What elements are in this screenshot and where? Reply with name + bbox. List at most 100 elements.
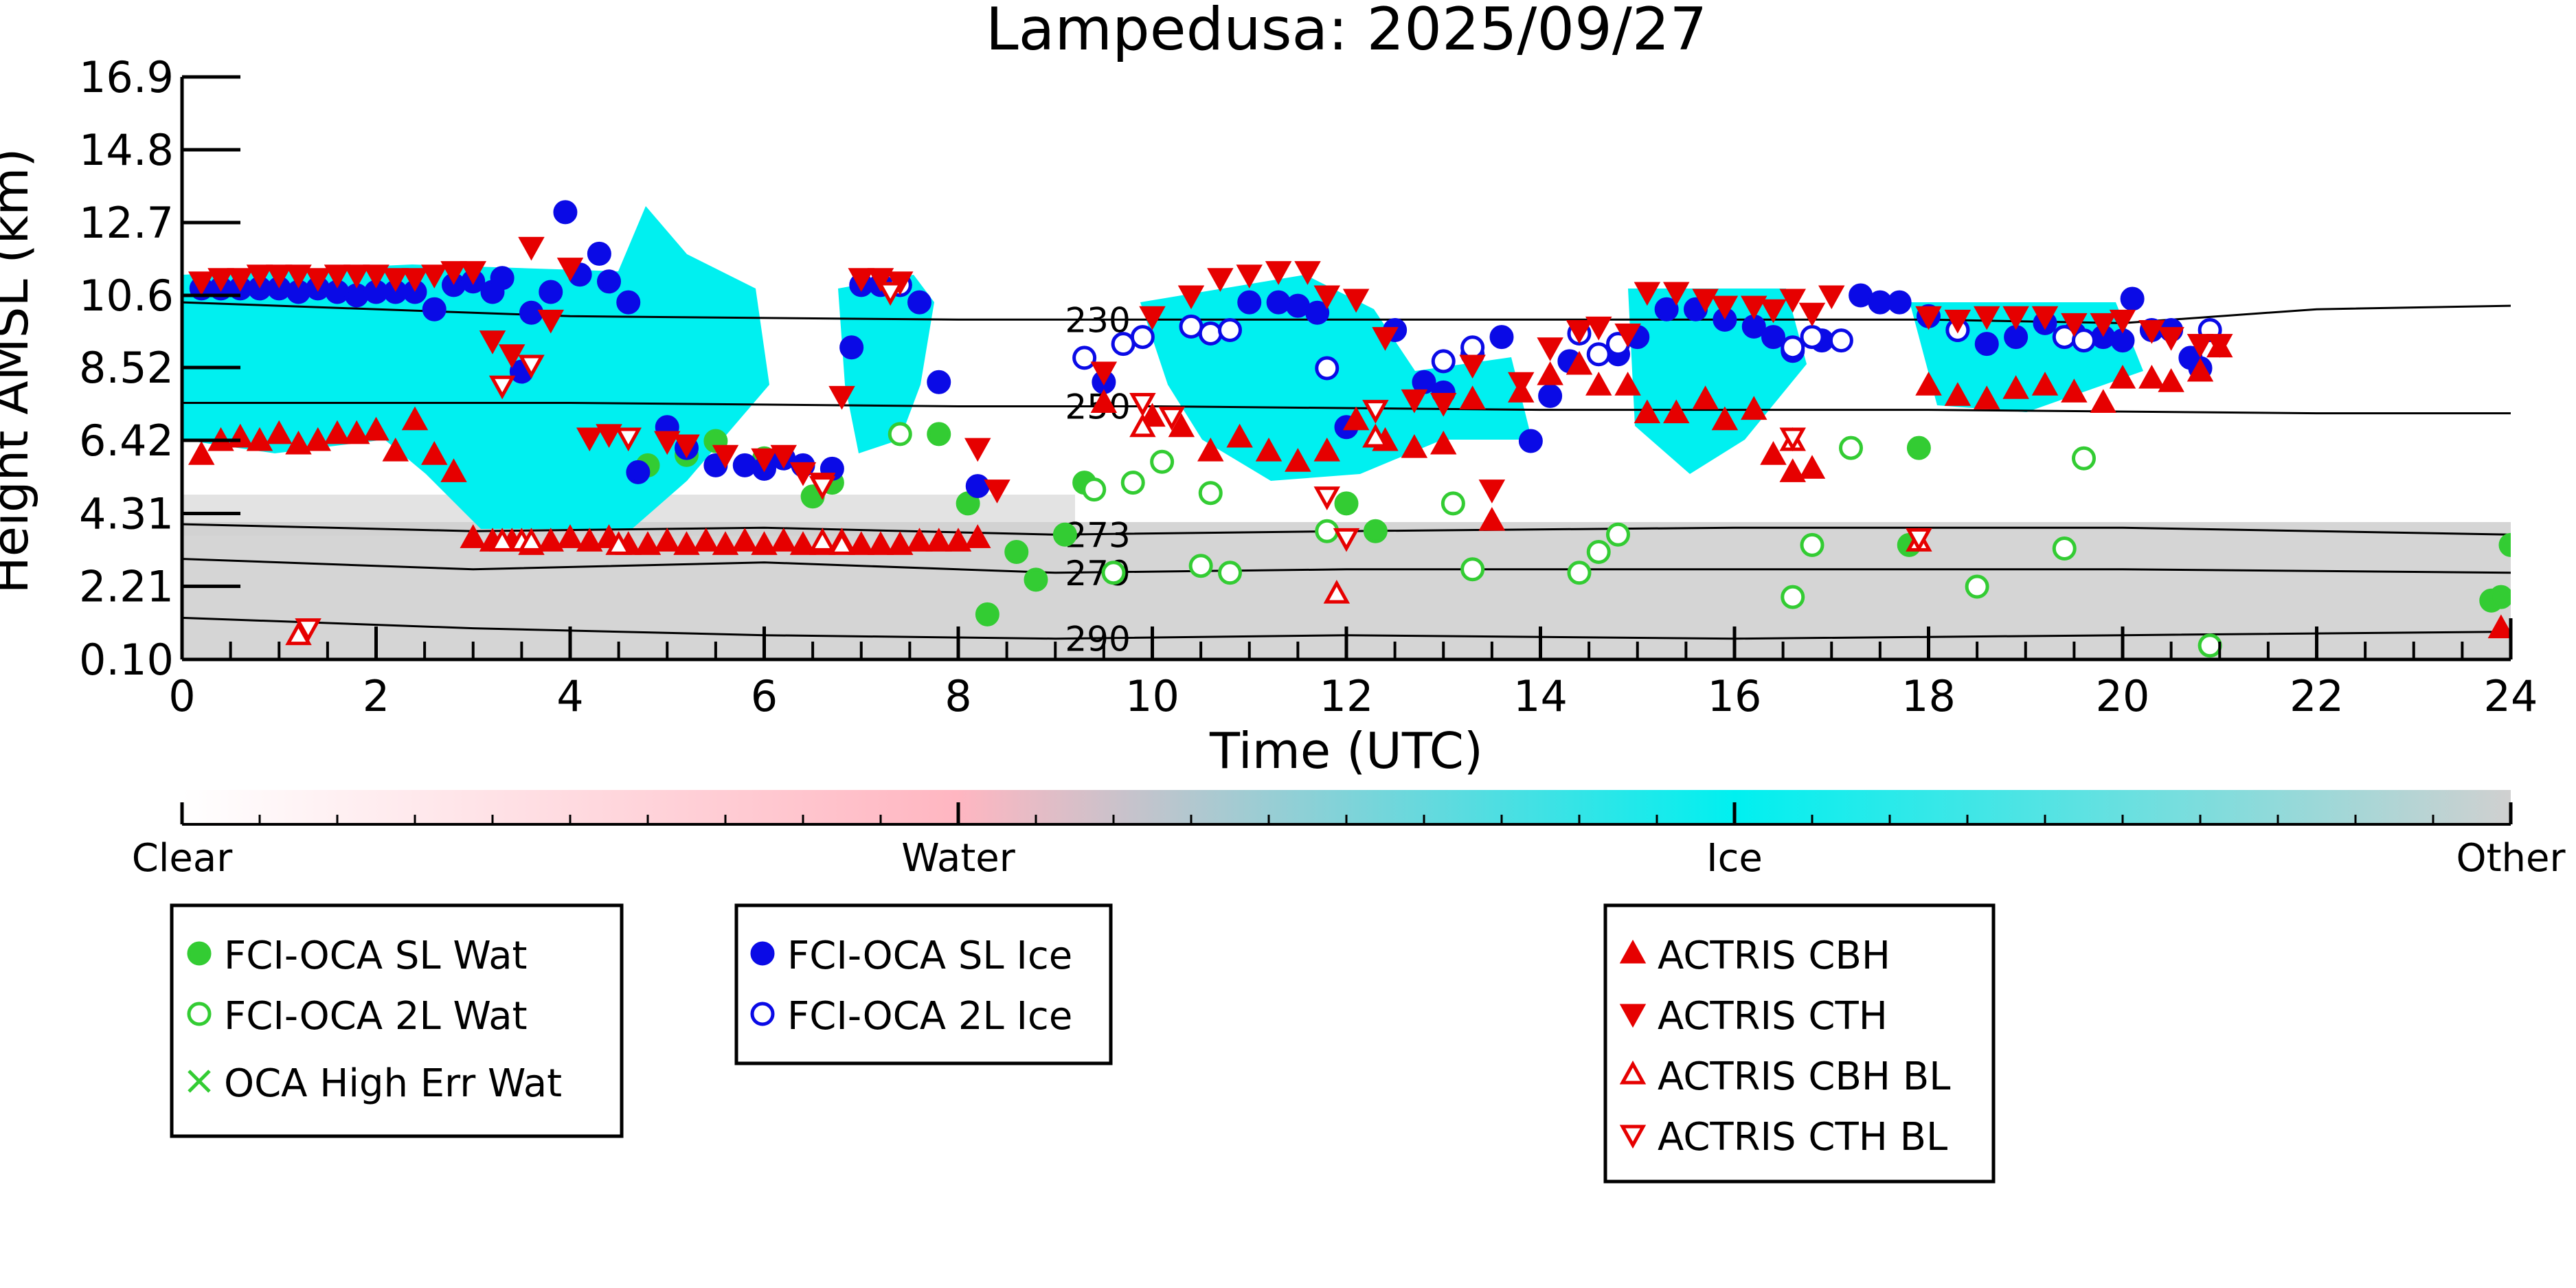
actris-cth-point [2158,327,2184,351]
fci-oca-sl-ice-point [1974,332,1999,357]
actris-cth-bl-point [1129,392,1156,417]
fci-oca-sl-ice-point [2120,286,2145,311]
actris-cth-point [2206,334,2233,358]
legend-water-box [170,903,624,1138]
legend-label-actris-cth-bl: ACTRIS CTH BL [1658,1115,1947,1160]
actris-cth-point [770,444,797,469]
fci-oca-sl-ice-point [927,370,951,394]
actris-cbh-bl-point [518,528,545,552]
actris-cth-point [1177,285,1205,310]
fci-oca-sl-ice-point [1761,325,1785,350]
legend-marker-fci-oca-sl-wat [187,941,212,966]
legend-marker-oca-high-err-wat [188,1070,211,1093]
legend-label-actris-cbh-bl: ACTRIS CBH BL [1658,1054,1950,1099]
fci-oca-sl-ice-point [490,266,515,291]
actris-cth-point [1915,306,1942,330]
fci-oca-sl-ice-point [1305,300,1330,325]
actris-cbh-point [285,430,312,455]
actris-cth-point [789,462,817,486]
actris-cbh-point [382,437,409,462]
actris-cth-point [1818,285,1845,310]
x-tick-label: 24 [2484,671,2538,721]
actris-cth-point [207,268,234,292]
actris-cth-point [2031,306,2059,330]
y-tick-label: 2.21 [79,561,174,611]
actris-cth-point [1585,316,1612,341]
actris-cth-point [266,264,293,289]
fci-oca-sl-ice-point [1266,290,1291,315]
y-tick-label: 0.10 [79,635,174,685]
fci-oca-sl-ice-point [626,460,651,484]
actris-cbh-point [1090,389,1118,413]
actris-cbh-point [925,528,952,552]
y-axis-ticks: 0.10 2.21 4.31 6.42 8.52 10.6 12.7 14.8 16.9 [79,52,240,685]
actris-cbh-point [1566,350,1593,375]
actris-cbh-point [887,531,914,555]
actris-cth-point [1459,354,1486,379]
actris-cbh-point [692,528,719,552]
y-tick-label: 10.6 [79,271,174,321]
actris-cth-point [421,264,448,289]
fci-oca-sl-ice-point [553,200,578,225]
fci-oca-2l-wat-point [2197,633,2222,658]
fci-oca-2l-ice-point [1781,335,1805,360]
fci-oca-2l-wat-point [2072,446,2096,471]
y-tick-label: 16.9 [79,52,174,102]
legend-label-fci-oca-sl-ice: FCI-OCA SL Ice [787,934,1072,978]
fci-oca-2l-ice-point [1218,317,1242,342]
actris-cbh-point [266,420,293,444]
actris-cth-point [1508,372,1535,396]
fci-oca-2l-wat-point [2052,536,2077,561]
fci-oca-sl-wat-point [1024,567,1048,592]
actris-cbh-point [1915,372,1942,396]
actris-cth-point [1663,282,1690,306]
legend-label-actris-cth: ACTRIS CTH [1658,994,1888,1039]
fci-oca-2l-wat-point [1965,574,1989,599]
actris-cbh-point [2002,375,2029,399]
actris-cbh-point [1779,458,1806,482]
fci-oca-sl-ice-point [1285,293,1310,318]
colorbar-labels: Clear Water Ice Other [132,836,2566,881]
actris-cth-point [596,424,622,449]
fci-oca-2l-ice-point [1460,335,1485,360]
fci-oca-sl-ice-point [616,290,641,315]
actris-cth-point [1294,261,1321,285]
fci-oca-sl-ice-point [422,297,447,321]
legend-actris [1603,903,1996,1184]
actris-cbh-point [2090,389,2116,413]
actris-cbh-point [1255,437,1283,462]
actris-cbh-point [556,524,584,548]
actris-cbh-point [2138,364,2165,389]
legend-label-actris-cbh: ACTRIS CBH [1658,934,1890,978]
legend-label-fci-oca-2l-ice: FCI-OCA 2L Ice [787,994,1072,1039]
fci-oca-sl-ice-point [587,241,611,266]
fci-oca-sl-ice-point [1538,383,1563,408]
actris-cth-point [1372,327,1399,351]
actris-cth-point [654,431,681,455]
fci-oca-sl-wat-point [1363,519,1388,543]
actris-cbh-point [1798,455,1826,479]
fci-oca-2l-ice-point [1315,356,1340,381]
isotherm-label: 290 [1065,620,1130,659]
actris-cth-bl-point [1158,407,1185,431]
actris-cth-point [576,427,603,452]
actris-cbh-point [324,420,351,444]
actris-cbh-point [2158,368,2184,392]
y-axis-label: Height AMSL (km) [0,148,39,594]
fci-oca-2l-wat-point [1150,449,1175,474]
actris-cth-point [1711,295,1739,320]
actris-cth-point [1265,261,1292,285]
fci-oca-sl-wat-point [2489,585,2511,609]
actris-cbh-bl-point [488,528,516,552]
ice-field-3 [1140,275,1532,481]
fci-oca-2l-ice-point [1111,332,1136,357]
actris-cth-point [1537,337,1563,361]
actris-cth-bl-point [295,618,321,642]
actris-cbh-point [440,458,467,482]
fci-oca-sl-ice-point [1412,370,1436,394]
actris-cbh-point [906,528,933,552]
actris-cth-bl-point [1362,400,1389,424]
actris-cbh-point [1342,406,1370,431]
actris-cth-bl-point [877,282,904,306]
